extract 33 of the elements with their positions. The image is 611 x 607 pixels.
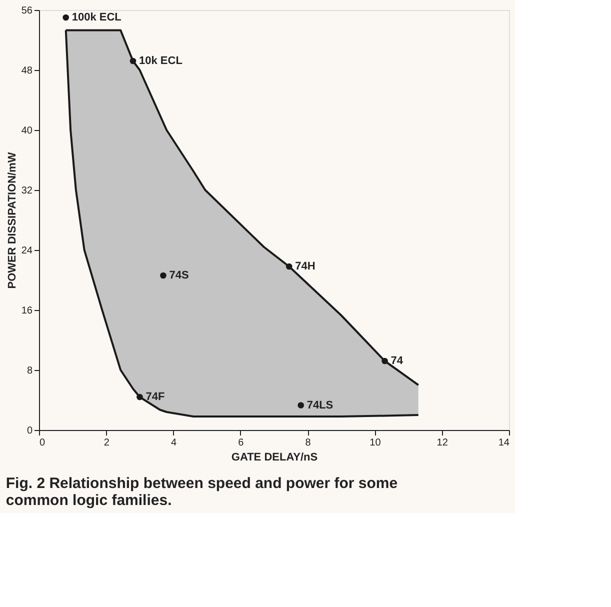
x-tick-label: 2 — [104, 438, 110, 448]
x-tick-label: 12 — [436, 438, 448, 448]
caption: Fig. 2 Relationship between speed and power for some common logic families. — [6, 475, 398, 509]
y-tick-label: 48 — [21, 66, 33, 76]
point — [286, 263, 292, 270]
annotation: 74F — [146, 391, 165, 403]
x-tick-label: 8 — [305, 438, 312, 448]
x-tick-label: 14 — [498, 438, 510, 448]
annotation: 100k ECL — [72, 12, 122, 24]
x-tick-label: 4 — [171, 438, 178, 448]
annotation: 74H — [295, 260, 316, 272]
annotation: 74LS — [306, 399, 334, 412]
annotation: 74S — [169, 270, 189, 282]
point — [382, 358, 388, 364]
y-axis-title: POWER DISSIPATION/mW — [6, 152, 18, 289]
x-tick-label: 10 — [370, 438, 382, 448]
y-tick-label: 40 — [21, 126, 33, 136]
point — [130, 58, 136, 64]
annotation: 10k ECL — [139, 55, 183, 67]
y-tick-label: 56 — [21, 6, 33, 16]
x-axis-title: GATE DELAY/nS — [231, 452, 318, 464]
y-tick-label: 24 — [21, 246, 33, 256]
y-tick-label: 0 — [26, 426, 33, 436]
x-tick-label: 6 — [238, 438, 244, 448]
point — [62, 14, 70, 21]
point — [298, 402, 304, 408]
point — [160, 272, 166, 279]
x-tick-label: 0 — [40, 438, 46, 448]
y-tick-label: 16 — [21, 306, 33, 316]
y-tick-label: 8 — [26, 366, 33, 376]
annotation: 74 — [390, 355, 404, 367]
y-tick-label: 32 — [21, 186, 33, 196]
point — [136, 394, 143, 400]
